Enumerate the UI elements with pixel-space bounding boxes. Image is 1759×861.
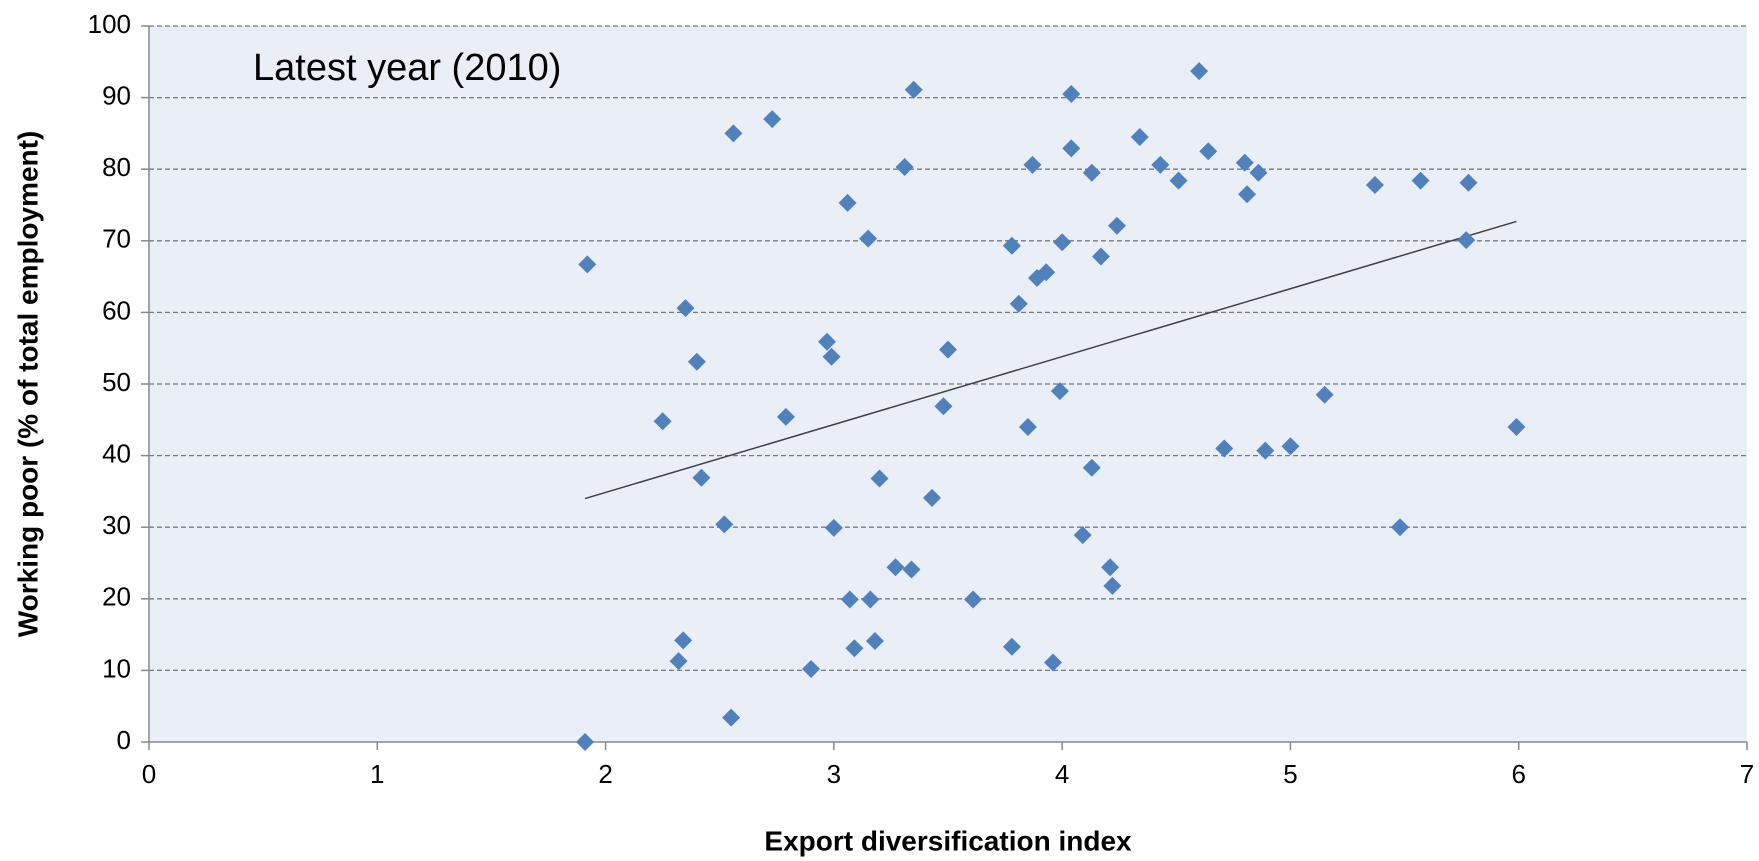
data-point xyxy=(715,515,734,534)
data-point xyxy=(1103,576,1122,595)
x-tick-label: 5 xyxy=(1283,759,1297,789)
x-tick-label: 2 xyxy=(598,759,612,789)
data-point xyxy=(865,632,884,651)
data-point xyxy=(824,518,843,537)
data-point xyxy=(1037,263,1056,282)
data-point xyxy=(763,110,782,129)
data-point xyxy=(1050,382,1069,401)
data-point xyxy=(1215,439,1234,458)
plot-background xyxy=(149,26,1747,742)
annotation: Latest year (2010) xyxy=(253,47,561,89)
data-point xyxy=(1023,155,1042,174)
data-point xyxy=(859,229,878,248)
data-point xyxy=(692,468,711,487)
data-point xyxy=(1169,171,1188,190)
data-point xyxy=(1062,85,1081,104)
data-point xyxy=(902,560,921,579)
data-point xyxy=(1199,142,1218,161)
data-point xyxy=(1507,417,1526,436)
data-point xyxy=(1082,163,1101,182)
data-point xyxy=(1249,163,1268,182)
data-point xyxy=(1002,236,1021,255)
data-point xyxy=(1073,526,1092,545)
data-point xyxy=(1101,558,1120,577)
x-tick-label: 3 xyxy=(827,759,841,789)
x-axis-label: Export diversification index xyxy=(764,825,1132,856)
data-point xyxy=(1044,653,1063,672)
data-point xyxy=(818,332,837,351)
y-tick-label: 100 xyxy=(88,9,131,39)
y-tick-label: 0 xyxy=(117,725,131,755)
data-point xyxy=(1002,637,1021,656)
data-point xyxy=(1281,437,1300,456)
data-point xyxy=(674,631,693,650)
data-point xyxy=(861,590,880,609)
y-tick-label: 80 xyxy=(102,152,131,182)
y-tick-label: 60 xyxy=(102,295,131,325)
data-point xyxy=(822,347,841,366)
y-axis-label: Working poor (% of total employment) xyxy=(12,131,43,638)
data-point xyxy=(1062,139,1081,158)
data-point xyxy=(1256,441,1275,460)
data-point xyxy=(1190,62,1209,81)
data-point xyxy=(1107,216,1126,235)
data-point xyxy=(676,299,695,318)
y-tick-label: 70 xyxy=(102,224,131,254)
data-point xyxy=(886,558,905,577)
data-point xyxy=(1238,185,1257,204)
x-tick-label: 6 xyxy=(1511,759,1525,789)
data-point xyxy=(939,340,957,359)
data-point xyxy=(923,488,942,507)
data-point xyxy=(1018,417,1037,436)
data-point xyxy=(1391,518,1410,537)
data-point xyxy=(838,193,857,212)
data-point xyxy=(776,407,795,426)
data-point xyxy=(724,124,743,143)
data-point xyxy=(669,652,688,671)
y-tick-label: 90 xyxy=(102,80,131,110)
y-tick-label: 40 xyxy=(102,438,131,468)
data-point xyxy=(1235,153,1254,172)
data-point xyxy=(576,733,595,751)
data-point xyxy=(904,80,923,99)
data-point xyxy=(653,412,672,431)
data-point xyxy=(802,659,821,678)
y-tick-label: 30 xyxy=(102,510,131,540)
data-point xyxy=(1457,231,1476,250)
data-point xyxy=(1009,294,1028,313)
data-point xyxy=(1082,458,1101,477)
x-tick-label: 0 xyxy=(142,759,156,789)
data-point xyxy=(1411,171,1430,190)
data-point xyxy=(1130,127,1149,146)
data-point xyxy=(687,352,706,371)
data-point xyxy=(1151,155,1170,174)
data-point xyxy=(895,158,914,177)
x-tick-label: 7 xyxy=(1740,759,1754,789)
data-point xyxy=(1365,175,1384,194)
trendline xyxy=(584,220,1517,500)
data-point xyxy=(845,639,864,658)
y-tick-label: 50 xyxy=(102,367,131,397)
data-point xyxy=(722,708,741,727)
data-point xyxy=(1053,233,1072,252)
x-tick-label: 4 xyxy=(1055,759,1069,789)
data-point xyxy=(578,255,597,274)
data-point xyxy=(1315,385,1334,404)
data-point xyxy=(840,590,859,609)
y-tick-label: 20 xyxy=(102,582,131,612)
y-tick-label: 10 xyxy=(102,653,131,683)
data-point xyxy=(934,397,953,416)
data-point xyxy=(1459,173,1478,192)
data-point xyxy=(1091,247,1110,266)
data-point xyxy=(870,469,889,488)
x-tick-label: 1 xyxy=(370,759,384,789)
data-point xyxy=(964,590,983,609)
